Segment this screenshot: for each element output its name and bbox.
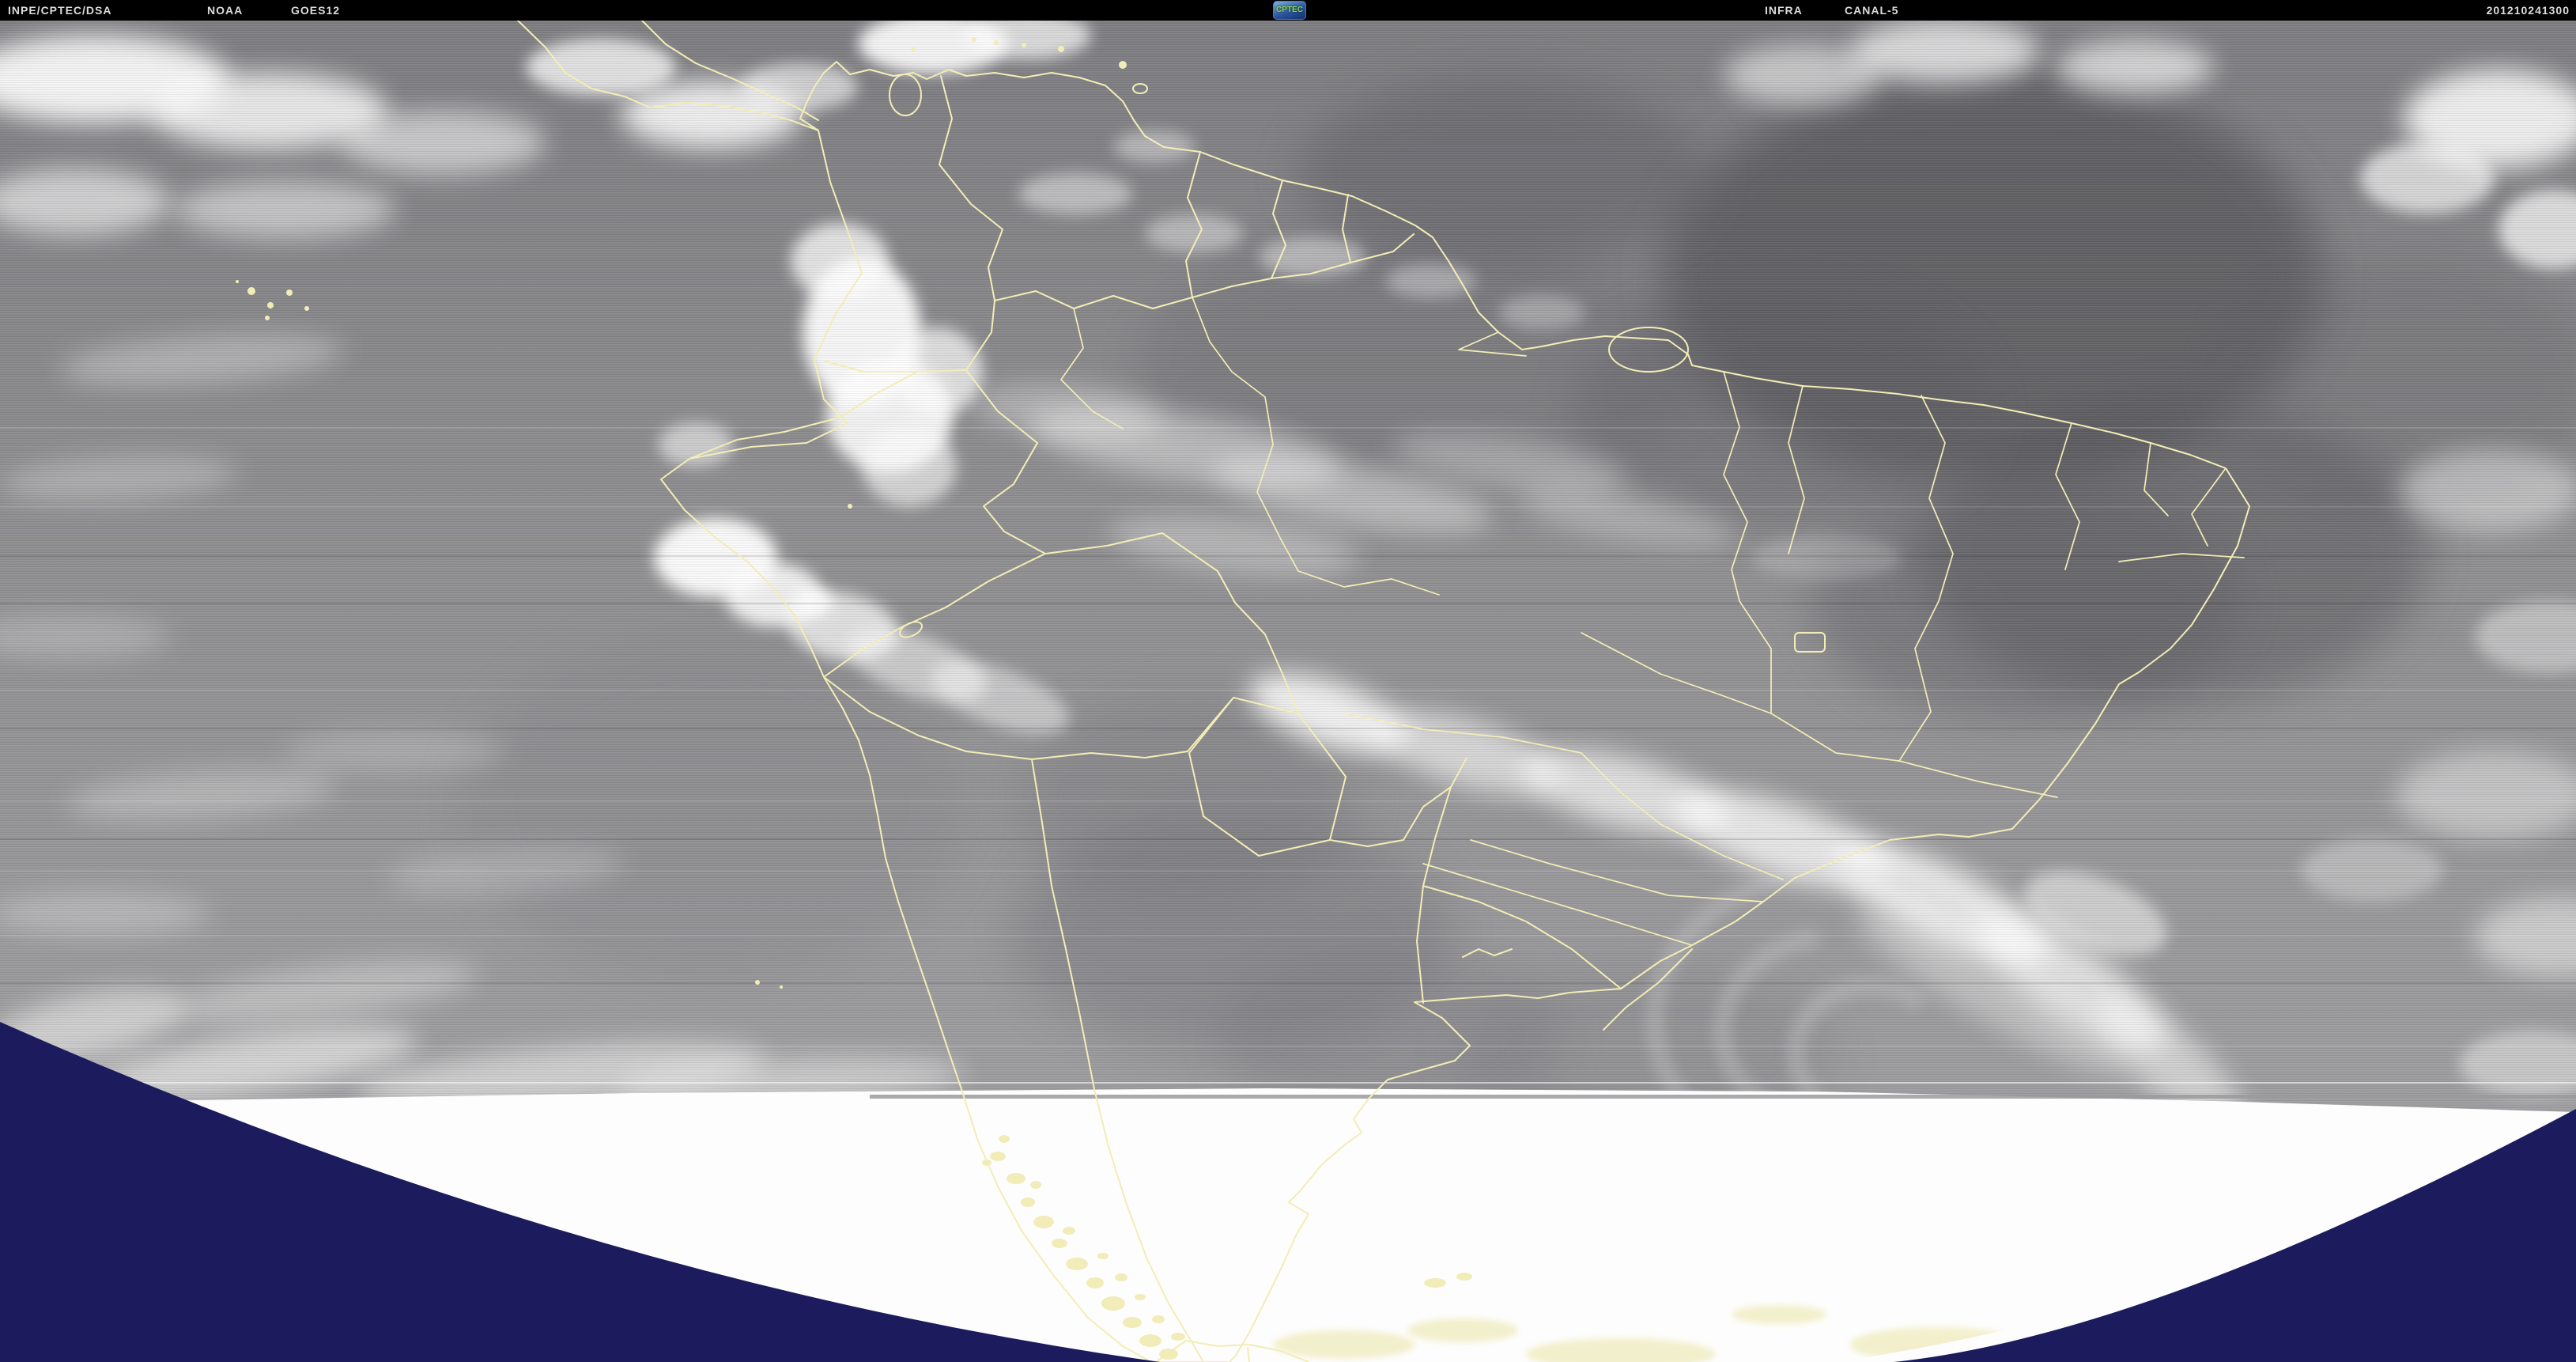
lake-or-island-outline bbox=[1608, 327, 1689, 373]
lake-or-island-outline bbox=[889, 74, 922, 116]
brazil-state-borders bbox=[1060, 297, 2245, 946]
patagonia-archipelago bbox=[982, 1135, 1472, 1360]
pale-wisp bbox=[1526, 1338, 1716, 1362]
archipelago-island bbox=[1139, 1334, 1161, 1347]
header-bar: INPE/CPTEC/DSA NOAA GOES12 CPTEC INFRA C… bbox=[0, 0, 2576, 21]
cptec-logo: CPTEC bbox=[1273, 1, 1306, 20]
archipelago-island bbox=[1086, 1277, 1104, 1288]
island-dot bbox=[911, 47, 916, 51]
noaa-label: NOAA bbox=[207, 4, 244, 17]
archipelago-island bbox=[1115, 1273, 1127, 1281]
boundary-white-row bbox=[0, 1082, 2576, 1084]
distrito-federal-outline bbox=[1794, 632, 1826, 653]
island-dot bbox=[1022, 43, 1026, 47]
agency-label: INPE/CPTEC/DSA bbox=[8, 4, 112, 17]
pale-wisp bbox=[1732, 1305, 1826, 1324]
archipelago-island bbox=[1456, 1273, 1472, 1281]
pale-wisp bbox=[1273, 1330, 1415, 1359]
archipelago-island bbox=[1159, 1349, 1178, 1360]
lakes-islands-outlines bbox=[889, 74, 1689, 638]
island-dot bbox=[247, 287, 255, 295]
island-dot bbox=[1058, 46, 1064, 52]
coastline-central-america-caribbean bbox=[641, 20, 819, 121]
island-dot bbox=[780, 986, 783, 989]
archipelago-island bbox=[1052, 1239, 1067, 1248]
island-dot bbox=[994, 40, 999, 45]
andes-chile-argentina-border bbox=[1031, 759, 1204, 1362]
tierra-del-fuego-border bbox=[1247, 1347, 1250, 1362]
archipelago-island bbox=[1033, 1216, 1054, 1228]
island-dot bbox=[755, 980, 760, 985]
archipelago-island bbox=[1135, 1294, 1146, 1300]
archipelago-island bbox=[1097, 1253, 1109, 1259]
pale-wisp bbox=[1407, 1318, 1518, 1342]
archipelago-island bbox=[1123, 1317, 1142, 1328]
island-dot bbox=[848, 504, 852, 509]
space-corner-left bbox=[0, 1022, 1160, 1362]
map-boundary-layer bbox=[236, 20, 2250, 1362]
scanline-artifact bbox=[870, 1095, 2576, 1099]
cptec-logo-text: CPTEC bbox=[1276, 6, 1303, 14]
archipelago-island bbox=[990, 1152, 1006, 1161]
patos-lagoon-inner-line bbox=[1603, 948, 1693, 1031]
archipelago-island bbox=[982, 1160, 991, 1166]
channel-label: CANAL-5 bbox=[1845, 4, 1899, 17]
space-corner-right bbox=[1894, 1109, 2576, 1362]
archipelago-island bbox=[1152, 1315, 1165, 1323]
island-dot bbox=[972, 37, 976, 42]
band-label: INFRA bbox=[1765, 4, 1803, 17]
archipelago-island bbox=[1021, 1197, 1035, 1207]
coastline-south-america bbox=[660, 61, 2250, 1362]
tierra-del-fuego-coast bbox=[1155, 1340, 1309, 1362]
archipelago-island bbox=[1424, 1278, 1446, 1288]
archipelago-island bbox=[1007, 1173, 1025, 1184]
island-dots bbox=[236, 37, 1127, 989]
archipelago-island bbox=[1063, 1227, 1075, 1235]
lake-or-island-outline bbox=[1132, 83, 1148, 94]
island-dot bbox=[267, 302, 274, 308]
island-dot bbox=[265, 316, 270, 320]
timestamp-label: 201210241300 bbox=[2486, 4, 2570, 17]
archipelago-island bbox=[1066, 1258, 1088, 1270]
country-borders bbox=[689, 75, 1622, 1004]
coastline-central-america-pacific bbox=[517, 20, 819, 131]
archipelago-island bbox=[1030, 1181, 1041, 1189]
island-dot bbox=[304, 306, 309, 311]
archipelago-island bbox=[1171, 1333, 1185, 1341]
lake-or-island-outline bbox=[898, 621, 924, 638]
archipelago-island bbox=[1101, 1296, 1125, 1311]
island-dot bbox=[1119, 61, 1127, 69]
cloud-layer bbox=[0, 21, 2576, 1112]
scanline-texture bbox=[0, 21, 2576, 1112]
archipelago-island bbox=[999, 1135, 1010, 1143]
satellite-label: GOES12 bbox=[291, 4, 341, 17]
island-dot bbox=[236, 280, 239, 283]
island-dot bbox=[286, 289, 293, 296]
